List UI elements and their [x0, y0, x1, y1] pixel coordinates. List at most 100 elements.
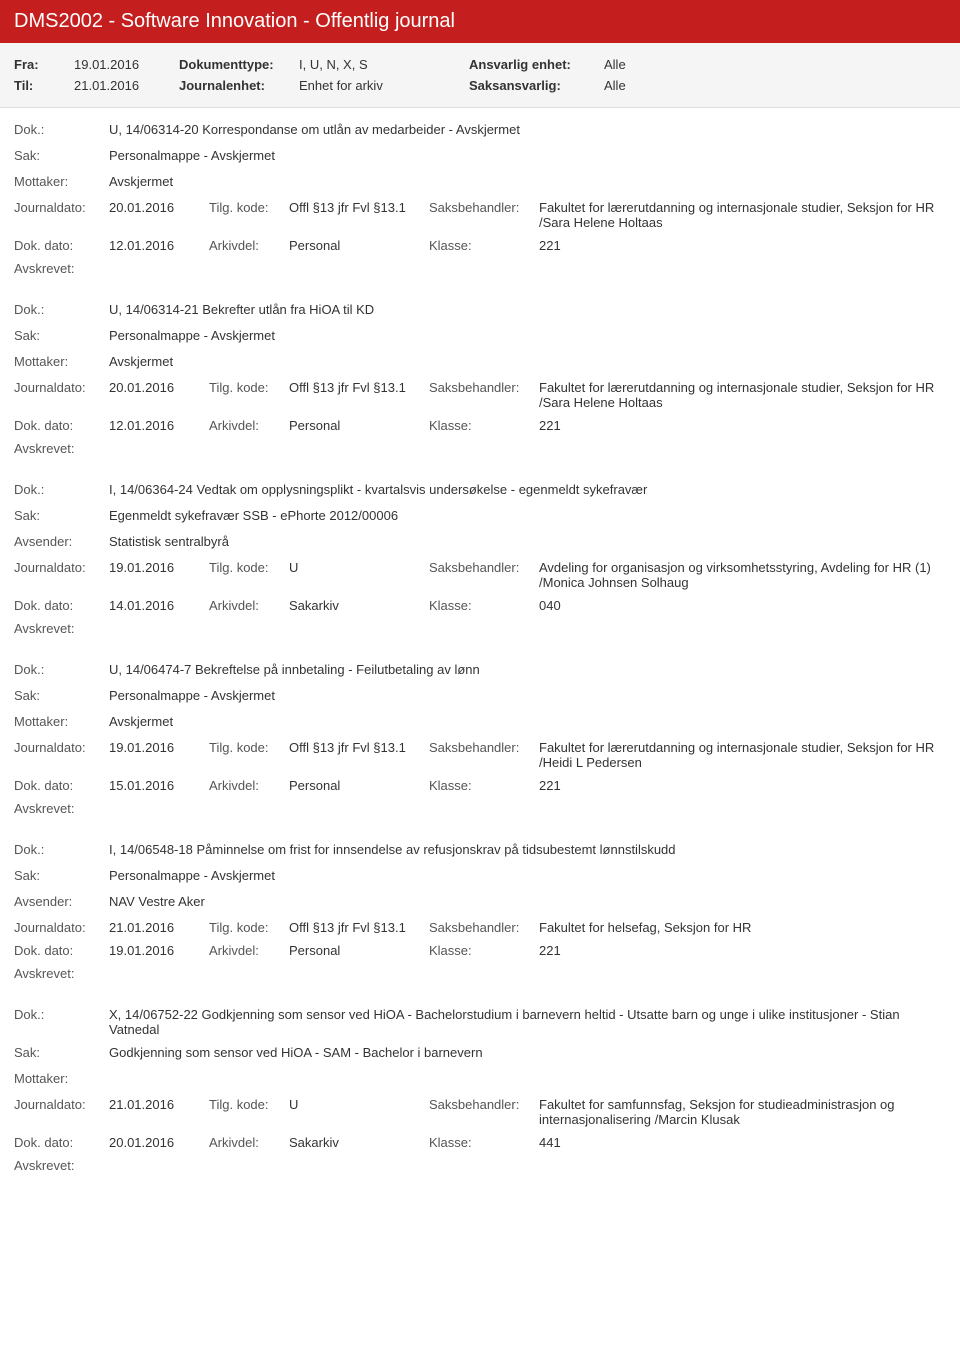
arkivdel-label: Arkivdel: — [209, 418, 289, 433]
saksbeh-value: Fakultet for lærerutdanning og internasj… — [539, 740, 946, 770]
klasse-value: 221 — [539, 943, 639, 958]
ansvarlig-value: Alle — [604, 57, 626, 72]
saksbeh-label: Saksbehandler: — [429, 560, 539, 575]
dokdato-value: 15.01.2016 — [109, 778, 209, 793]
party-value: Avskjermet — [109, 714, 946, 729]
dokdato-value: 20.01.2016 — [109, 1135, 209, 1150]
klasse-value: 441 — [539, 1135, 639, 1150]
journal-entry: Dok.: U, 14/06474-7 Bekreftelse på innbe… — [0, 648, 960, 828]
avskrevet-label: Avskrevet: — [14, 261, 946, 276]
tilgkode-label: Tilg. kode: — [209, 380, 289, 395]
dok-label: Dok.: — [14, 122, 109, 137]
tilgkode-value: Offl §13 jfr Fvl §13.1 — [289, 920, 429, 935]
dok-label: Dok.: — [14, 482, 109, 497]
journaldato-value: 19.01.2016 — [109, 560, 209, 575]
tilgkode-label: Tilg. kode: — [209, 1097, 289, 1112]
tilgkode-label: Tilg. kode: — [209, 200, 289, 215]
tilgkode-value: Offl §13 jfr Fvl §13.1 — [289, 740, 429, 755]
saksbeh-value: Avdeling for organisasjon og virksomhets… — [539, 560, 946, 590]
ansvarlig-label: Ansvarlig enhet: — [469, 57, 604, 72]
journaldato-label: Journaldato: — [14, 200, 109, 215]
saksbeh-label: Saksbehandler: — [429, 380, 539, 395]
saksbeh-label: Saksbehandler: — [429, 740, 539, 755]
filter-row-2: Til: 21.01.2016 Journalenhet: Enhet for … — [14, 78, 946, 93]
journal-entry: Dok.: U, 14/06314-21 Bekrefter utlån fra… — [0, 288, 960, 468]
tilgkode-label: Tilg. kode: — [209, 920, 289, 935]
journaldato-value: 21.01.2016 — [109, 920, 209, 935]
arkivdel-value: Personal — [289, 418, 429, 433]
arkivdel-value: Personal — [289, 943, 429, 958]
app-title: DMS2002 - Software Innovation - Offentli… — [0, 0, 960, 43]
filter-row-1: Fra: 19.01.2016 Dokumenttype: I, U, N, X… — [14, 57, 946, 72]
dok-label: Dok.: — [14, 302, 109, 317]
sak-value: Egenmeldt sykefravær SSB - ePhorte 2012/… — [109, 508, 946, 523]
tilgkode-value: Offl §13 jfr Fvl §13.1 — [289, 200, 429, 215]
sak-label: Sak: — [14, 508, 109, 523]
journaldato-value: 21.01.2016 — [109, 1097, 209, 1112]
saksbeh-label: Saksbehandler: — [429, 1097, 539, 1112]
arkivdel-value: Sakarkiv — [289, 1135, 429, 1150]
klasse-value: 221 — [539, 778, 639, 793]
party-label: Mottaker: — [14, 174, 109, 189]
journaldato-label: Journaldato: — [14, 920, 109, 935]
party-value: NAV Vestre Aker — [109, 894, 946, 909]
avskrevet-label: Avskrevet: — [14, 441, 946, 456]
sak-label: Sak: — [14, 868, 109, 883]
dok-value: I, 14/06364-24 Vedtak om opplysningsplik… — [109, 482, 946, 497]
sak-label: Sak: — [14, 1045, 109, 1060]
dokdato-label: Dok. dato: — [14, 418, 109, 433]
journal-entry: Dok.: I, 14/06364-24 Vedtak om opplysnin… — [0, 468, 960, 648]
tilgkode-value: Offl §13 jfr Fvl §13.1 — [289, 380, 429, 395]
dok-value: U, 14/06314-21 Bekrefter utlån fra HiOA … — [109, 302, 946, 317]
til-label: Til: — [14, 78, 74, 93]
party-label: Avsender: — [14, 534, 109, 549]
journaldato-value: 19.01.2016 — [109, 740, 209, 755]
klasse-value: 040 — [539, 598, 639, 613]
doktype-value: I, U, N, X, S — [299, 57, 469, 72]
arkivdel-value: Personal — [289, 238, 429, 253]
arkivdel-label: Arkivdel: — [209, 778, 289, 793]
sak-value: Personalmappe - Avskjermet — [109, 688, 946, 703]
klasse-label: Klasse: — [429, 598, 539, 613]
party-label: Avsender: — [14, 894, 109, 909]
saks-label: Saksansvarlig: — [469, 78, 604, 93]
journaldato-value: 20.01.2016 — [109, 380, 209, 395]
arkivdel-label: Arkivdel: — [209, 238, 289, 253]
journaldato-label: Journaldato: — [14, 1097, 109, 1112]
avskrevet-label: Avskrevet: — [14, 1158, 946, 1173]
klasse-value: 221 — [539, 418, 639, 433]
party-label: Mottaker: — [14, 1071, 109, 1086]
fra-value: 19.01.2016 — [74, 57, 179, 72]
jenhet-value: Enhet for arkiv — [299, 78, 469, 93]
journal-entry: Dok.: I, 14/06548-18 Påminnelse om frist… — [0, 828, 960, 993]
fra-label: Fra: — [14, 57, 74, 72]
sak-label: Sak: — [14, 688, 109, 703]
tilgkode-value: U — [289, 560, 429, 575]
filter-bar: Fra: 19.01.2016 Dokumenttype: I, U, N, X… — [0, 43, 960, 108]
party-value: Avskjermet — [109, 354, 946, 369]
jenhet-label: Journalenhet: — [179, 78, 299, 93]
dok-value: X, 14/06752-22 Godkjenning som sensor ve… — [109, 1007, 946, 1037]
dokdato-value: 14.01.2016 — [109, 598, 209, 613]
party-value: Statistisk sentralbyrå — [109, 534, 946, 549]
journaldato-label: Journaldato: — [14, 380, 109, 395]
dokdato-value: 12.01.2016 — [109, 418, 209, 433]
sak-value: Personalmappe - Avskjermet — [109, 328, 946, 343]
tilgkode-label: Tilg. kode: — [209, 560, 289, 575]
avskrevet-label: Avskrevet: — [14, 966, 946, 981]
sak-label: Sak: — [14, 328, 109, 343]
arkivdel-label: Arkivdel: — [209, 943, 289, 958]
saksbeh-value: Fakultet for samfunnsfag, Seksjon for st… — [539, 1097, 946, 1127]
sak-value: Personalmappe - Avskjermet — [109, 868, 946, 883]
sak-value: Godkjenning som sensor ved HiOA - SAM - … — [109, 1045, 946, 1060]
dokdato-label: Dok. dato: — [14, 778, 109, 793]
sak-value: Personalmappe - Avskjermet — [109, 148, 946, 163]
saks-value: Alle — [604, 78, 626, 93]
tilgkode-label: Tilg. kode: — [209, 740, 289, 755]
dokdato-label: Dok. dato: — [14, 238, 109, 253]
saksbeh-value: Fakultet for lærerutdanning og internasj… — [539, 200, 946, 230]
tilgkode-value: U — [289, 1097, 429, 1112]
dokdato-label: Dok. dato: — [14, 598, 109, 613]
journaldato-value: 20.01.2016 — [109, 200, 209, 215]
saksbeh-value: Fakultet for lærerutdanning og internasj… — [539, 380, 946, 410]
